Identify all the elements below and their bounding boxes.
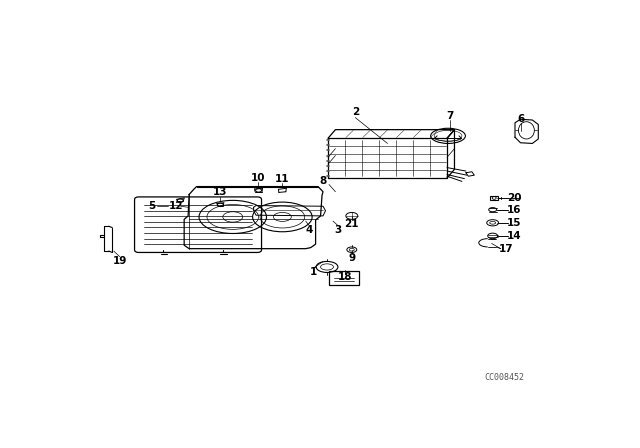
Text: 10: 10 xyxy=(250,173,265,183)
Text: 2: 2 xyxy=(351,108,359,117)
Text: 9: 9 xyxy=(348,253,355,263)
Text: 17: 17 xyxy=(499,244,514,254)
Bar xyxy=(329,271,359,285)
Text: CC008452: CC008452 xyxy=(484,373,525,382)
Text: 21: 21 xyxy=(344,219,359,229)
Text: 20: 20 xyxy=(507,193,521,203)
Text: 7: 7 xyxy=(446,111,453,121)
Text: 4: 4 xyxy=(305,225,313,235)
Text: 16: 16 xyxy=(507,205,521,215)
Text: 8: 8 xyxy=(319,177,326,186)
Text: 12: 12 xyxy=(168,201,183,211)
Text: 14: 14 xyxy=(507,231,522,241)
Text: 6: 6 xyxy=(518,114,525,124)
Text: 1: 1 xyxy=(310,267,317,277)
Text: 15: 15 xyxy=(507,218,521,228)
Text: 13: 13 xyxy=(212,187,227,198)
Bar xyxy=(490,195,498,200)
Text: 3: 3 xyxy=(334,225,342,235)
Text: 11: 11 xyxy=(275,174,290,184)
Text: 18: 18 xyxy=(338,272,353,282)
Text: 5: 5 xyxy=(148,201,156,211)
Text: 19: 19 xyxy=(113,256,127,266)
